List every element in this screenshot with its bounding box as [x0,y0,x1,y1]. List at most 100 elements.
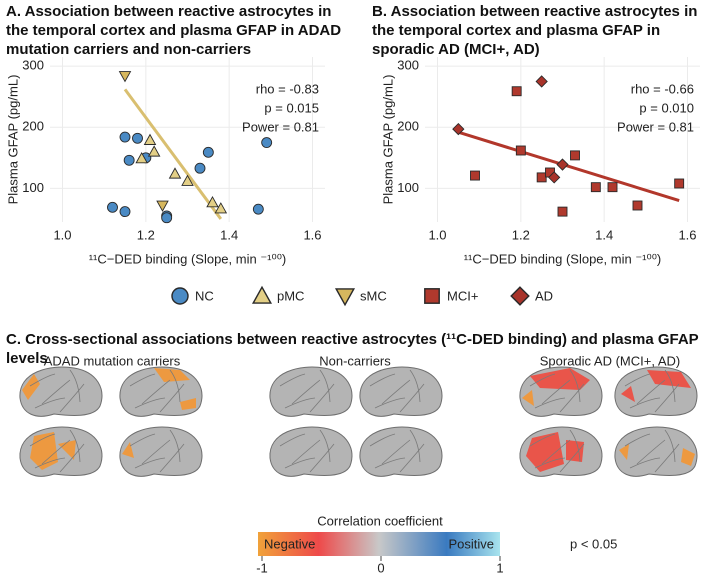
legend-label: NC [195,288,214,303]
sulcus [69,369,81,403]
x-tick-label: 1.2 [512,227,530,242]
point [511,86,522,97]
colorbar-tick-label: -1 [256,560,268,575]
sulcus [409,429,421,463]
brain-surface [614,426,698,477]
brain-region [526,432,564,472]
x-tick-label: 1.0 [428,227,446,242]
stat-annotation: rho = -0.66 [631,81,694,96]
sulcus [41,439,71,465]
x-axis-label: ¹¹C−DED binding (Slope, min ⁻¹⁰⁰) [464,251,662,266]
brain-region [522,390,534,406]
brain [359,366,443,417]
trend-line [457,130,680,203]
brain [614,366,698,417]
point [570,150,580,161]
sulcus [29,373,56,387]
sulcus [399,443,425,473]
plot-area [50,57,325,222]
legend-label: pMC [277,288,304,303]
brain [359,426,443,477]
sulcus [284,397,316,409]
sulcus [541,379,571,405]
sulcus [129,373,156,387]
brain [119,366,203,417]
sulcus [381,379,411,405]
point [143,133,157,145]
sulcus [399,383,425,413]
point [515,145,526,156]
sulcus [409,369,421,403]
sulcus [559,443,585,473]
point [590,182,601,193]
legend-label: AD [535,288,553,303]
sulcus [309,383,335,413]
sulcus [59,383,85,413]
legend-marker [510,286,530,306]
sulcus [541,439,571,465]
sulcus [134,457,166,469]
stat-annotation: p = 0.010 [639,100,694,115]
brain [19,426,103,477]
point [674,178,685,189]
point [181,174,194,186]
brain-surface [269,366,353,417]
brain-region [647,370,691,388]
brain-region [566,440,584,462]
y-axis-label: Plasma GFAP (pg/mL) [5,75,20,205]
sulcus [41,379,71,405]
brain-region [58,440,76,460]
point [202,146,214,158]
sulcus [529,373,556,387]
brain-region [681,448,695,466]
point [557,206,568,217]
sulcus [559,383,585,413]
point [107,201,118,213]
point [470,170,480,181]
sulcus [284,457,316,469]
point [147,145,161,157]
legend-marker [334,288,356,307]
point [214,202,228,214]
trend-line [123,88,223,220]
point [118,71,132,83]
sulcus [169,369,181,403]
stat-annotation: Power = 0.81 [242,119,319,134]
brain-region [530,368,590,390]
legend-marker [424,288,440,304]
sulcus [624,433,651,447]
plot-area [425,57,700,222]
panel-b-title: B. Association between reactive astrocyt… [372,3,698,58]
sulcus [381,439,411,465]
brain-region [122,442,134,458]
colorbar-tick-label: 1 [496,560,503,575]
x-tick-label: 1.2 [137,227,155,242]
sulcus [569,369,581,403]
sulcus [34,457,66,469]
group-label: Non-carriers [319,353,391,368]
sulcus [664,369,676,403]
sulcus [291,379,321,405]
y-tick-label: 200 [22,119,44,134]
point [119,206,131,218]
stat-annotation: p = 0.015 [264,100,319,115]
x-tick-label: 1.4 [220,227,238,242]
brain [269,426,353,477]
sulcus [664,429,676,463]
legend-marker [251,285,273,304]
sulcus [319,429,331,463]
brain-surface [269,426,353,477]
sulcus [29,433,56,447]
brain-region [619,444,629,460]
sulcus [629,397,661,409]
brain-region [180,398,196,410]
brain-region [22,374,40,400]
legend-label: sMC [360,288,387,303]
colorbar [258,532,500,556]
sulcus [569,429,581,463]
sulcus [169,429,181,463]
colorbar-title: Correlation coefficient [317,513,443,528]
x-tick-label: 1.6 [303,227,321,242]
